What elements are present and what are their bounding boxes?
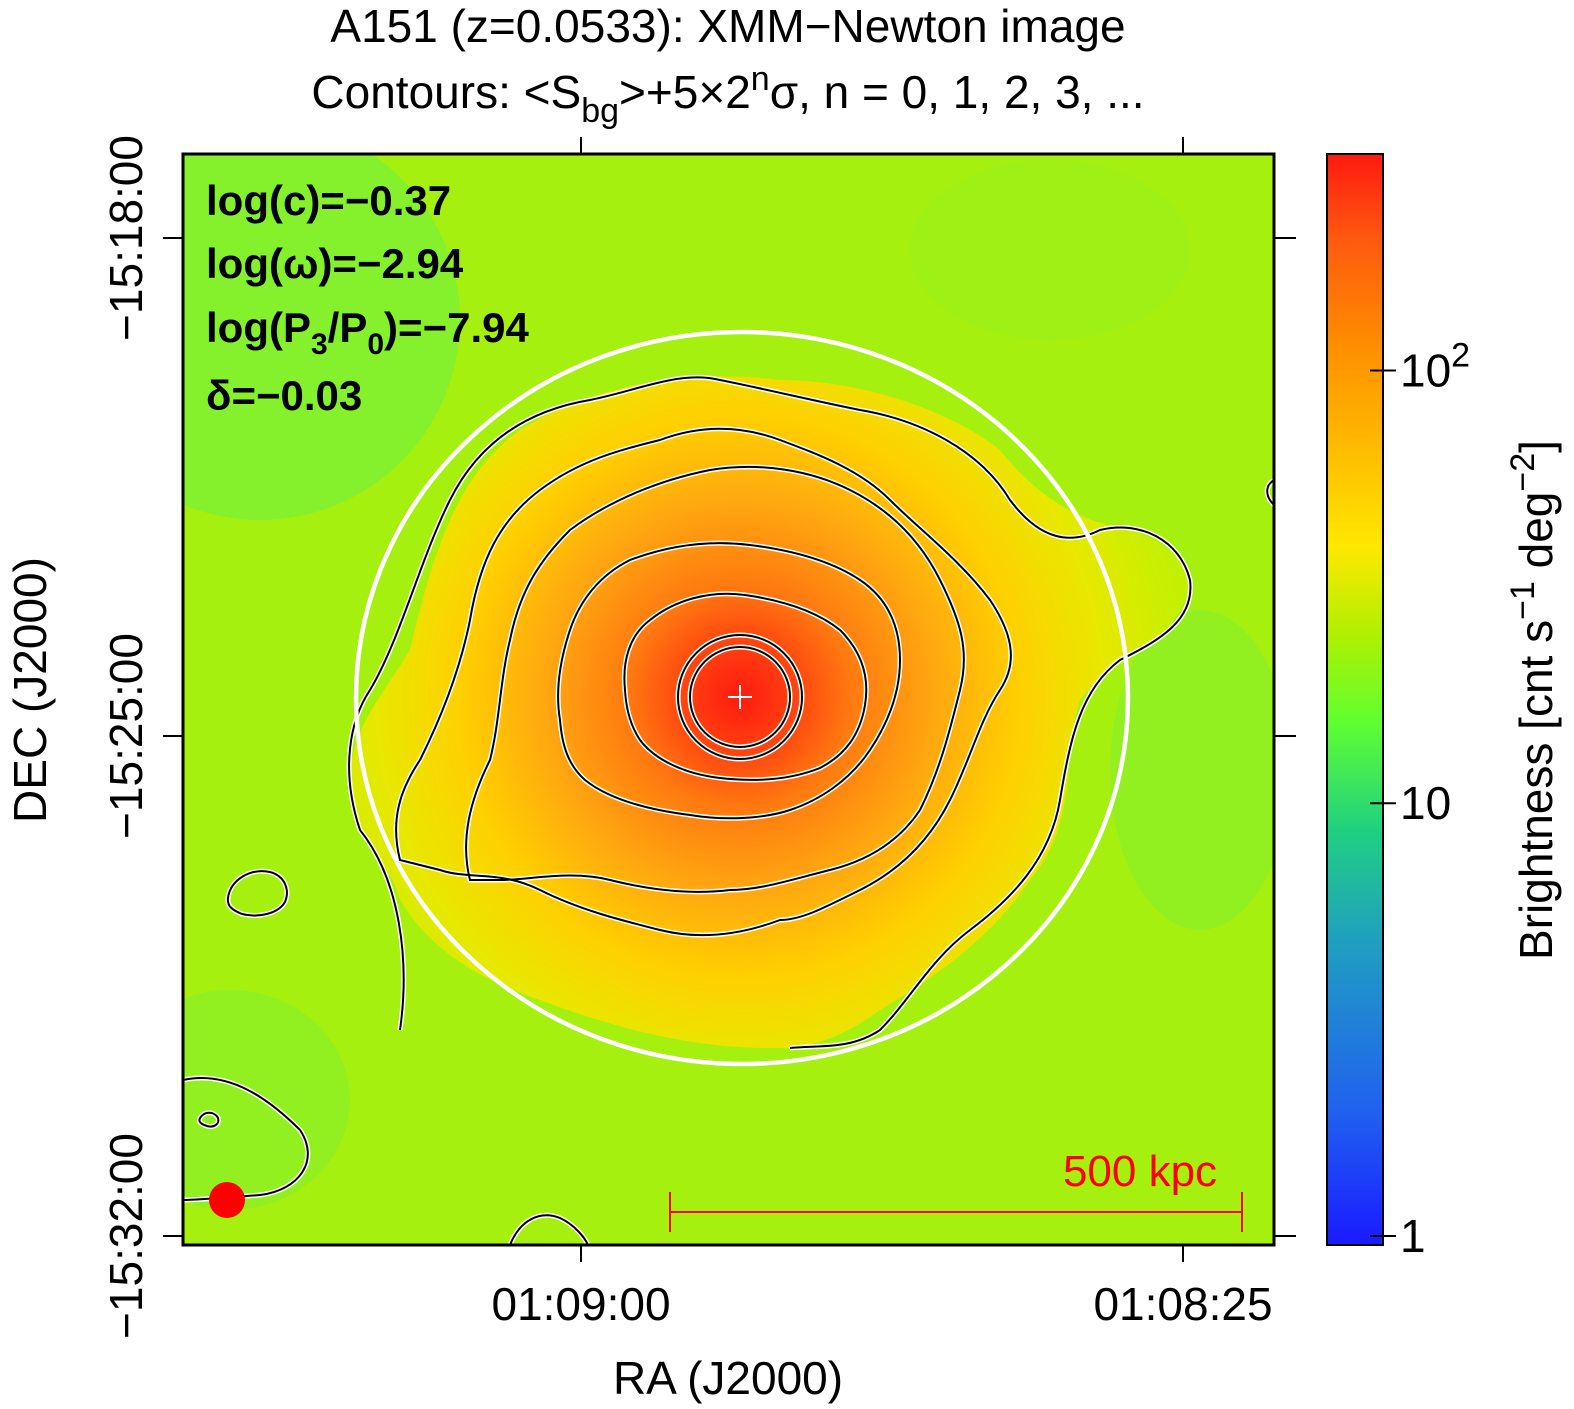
subtitle-sup: n [751, 60, 770, 98]
scale-bar [669, 1192, 1243, 1232]
scale-bar-label: 500 kpc [1063, 1147, 1217, 1196]
colorbar: 1 10 102 Brightness [cnt s−1 deg−2] [1326, 153, 1562, 1262]
colorbar-tick-label: 1 [1400, 1210, 1426, 1262]
param-log-c: log(c)=−0.37 [206, 177, 451, 224]
y-axis-label: DEC (J2000) [4, 557, 56, 823]
axis-ticks [163, 137, 1296, 1262]
y-tick-label: −15:18:00 [100, 135, 152, 341]
image-frame [181, 152, 1276, 1247]
chart-title: A151 (z=0.0533): XMM−Newton image [330, 0, 1125, 52]
subtitle-sub: bg [581, 92, 619, 130]
x-tick-label: 01:08:25 [1093, 1278, 1272, 1330]
background-green-patch [183, 154, 460, 520]
x-tick-label: 01:09:00 [491, 1278, 670, 1330]
subtitle-suffix: σ, n = 0, 1, 2, 3, ... [770, 66, 1145, 118]
y-tick-label: −15:32:00 [100, 1133, 152, 1339]
colorbar-ticks: 1 10 102 [1370, 336, 1470, 1262]
colorbar-tick-label: 10 [1400, 777, 1451, 829]
y-tick-label: −15:25:00 [100, 633, 152, 839]
chart-subtitle: Contours: <Sbg>+5×2nσ, n = 0, 1, 2, 3, .… [311, 60, 1144, 130]
colorbar-gradient [1326, 153, 1384, 1246]
fit-parameters: log(c)=−0.37 log(ω)=−2.94 log(P3/P0)=−7.… [206, 177, 529, 419]
image-panel: 500 kpc log(c)=−0.37 log(ω)=−2.94 log(P3… [183, 154, 1274, 1245]
param-log-p3-p0: log(P3/P0)=−7.94 [206, 304, 529, 361]
colorbar-tick-label: 102 [1400, 336, 1470, 396]
aperture-ellipse [353, 329, 1131, 1067]
background-green-patch [910, 160, 1190, 340]
centroid-marker [728, 685, 752, 709]
subtitle-prefix: Contours: <S [311, 66, 581, 118]
background-green-patch [1110, 610, 1274, 930]
x-axis-label: RA (J2000) [613, 1352, 843, 1404]
param-delta: δ=−0.03 [206, 372, 362, 419]
subtitle-mid: >+5×2 [619, 66, 751, 118]
param-log-omega: log(ω)=−2.94 [206, 240, 464, 287]
beam-marker [209, 1182, 245, 1218]
colorbar-label: Brightness [cnt s−1 deg−2] [1504, 440, 1562, 960]
